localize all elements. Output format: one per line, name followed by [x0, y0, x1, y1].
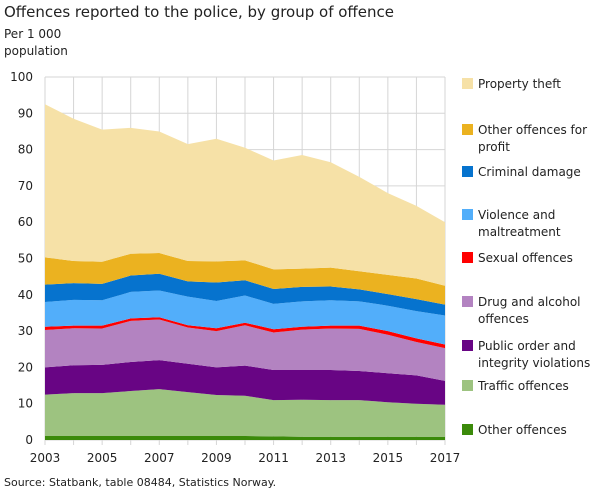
area-other-offences — [45, 436, 445, 440]
y-tick-label: 70 — [18, 179, 33, 193]
legend-label: Other offences for — [478, 123, 587, 137]
legend-label: offences — [478, 312, 529, 326]
legend-swatch — [462, 124, 473, 135]
x-tick-label: 2017 — [430, 451, 461, 465]
x-tick-label: 2011 — [258, 451, 289, 465]
y-tick-label: 30 — [18, 324, 33, 338]
legend-label: integrity violations — [478, 356, 590, 370]
source-note: Source: Statbank, table 08484, Statistic… — [4, 476, 277, 489]
y-axis-label: Per 1 000 population — [4, 27, 68, 58]
y-tick-label: 0 — [25, 433, 33, 447]
legend-label: Other offences — [478, 423, 567, 437]
area-traffic-offences — [45, 389, 445, 437]
area-sexual-offences — [45, 317, 445, 349]
y-tick-label: 50 — [18, 252, 33, 266]
area-criminal-damage — [45, 273, 445, 316]
legend-label: Criminal damage — [478, 165, 581, 179]
x-tick-label: 2005 — [87, 451, 118, 465]
area-drug-and-alcohol-offences — [45, 319, 445, 381]
legend-label: maltreatment — [478, 225, 561, 239]
legend-swatch — [462, 166, 473, 177]
x-tick-label: 2013 — [315, 451, 346, 465]
x-tick-label: 2015 — [373, 451, 404, 465]
legend-swatch — [462, 209, 473, 220]
legend-label: Drug and alcohol — [478, 295, 581, 309]
legend-label: Traffic offences — [477, 379, 569, 393]
x-tick-label: 2003 — [30, 451, 61, 465]
legend-swatch — [462, 78, 473, 89]
y-tick-label: 100 — [10, 70, 33, 84]
area-property-theft — [45, 104, 445, 286]
x-tick-label: 2009 — [201, 451, 232, 465]
y-tick-label: 10 — [18, 397, 33, 411]
chart-title: Offences reported to the police, by grou… — [4, 3, 394, 21]
legend-label: Violence and — [478, 208, 555, 222]
legend-swatch — [462, 340, 473, 351]
legend-label: Sexual offences — [478, 251, 573, 265]
legend-swatch — [462, 296, 473, 307]
y-tick-label: 20 — [18, 360, 33, 374]
legend-label: Public order and — [478, 339, 576, 353]
legend-swatch — [462, 380, 473, 391]
y-tick-label: 40 — [18, 288, 33, 302]
y-tick-label: 80 — [18, 143, 33, 157]
legend-label: profit — [478, 140, 510, 154]
area-other-offences-for-profit — [45, 253, 445, 305]
y-tick-label: 60 — [18, 215, 33, 229]
x-tick-label: 2007 — [144, 451, 175, 465]
area-public-order-and-integrity-violations — [45, 360, 445, 405]
area-violence-and-maltreatment — [45, 290, 445, 345]
legend-swatch — [462, 424, 473, 435]
legend-swatch — [462, 252, 473, 263]
y-tick-label: 90 — [18, 106, 33, 120]
legend-label: Property theft — [478, 77, 561, 91]
